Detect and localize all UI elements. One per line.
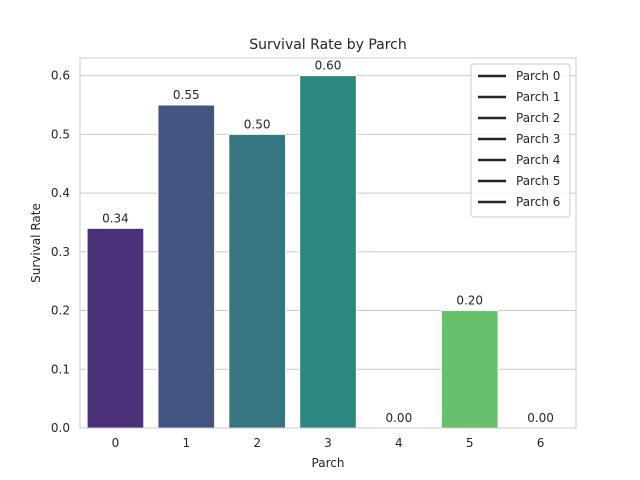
y-axis-label: Survival Rate xyxy=(29,203,43,283)
legend-entry: Parch 3 xyxy=(516,132,560,146)
bar-value-label: 0.20 xyxy=(456,294,483,308)
legend-entry: Parch 2 xyxy=(516,111,560,125)
legend-entry: Parch 4 xyxy=(516,153,560,167)
bar-labels: 0.34 0.55 0.50 0.60 0.00 0.20 0.00 xyxy=(102,59,554,425)
x-tick-label: 4 xyxy=(395,436,403,450)
y-tick-label: 0.3 xyxy=(51,245,70,259)
bar-value-label: 0.60 xyxy=(315,59,342,73)
legend-entry: Parch 0 xyxy=(516,69,560,83)
x-tick-label: 2 xyxy=(253,436,261,450)
bar-2 xyxy=(228,133,286,429)
bar-5 xyxy=(440,310,499,429)
bars xyxy=(86,75,499,429)
x-axis-label: Parch xyxy=(312,456,345,470)
y-tick-label: 0.6 xyxy=(51,69,70,83)
x-tick-labels: 0 1 2 3 4 5 6 xyxy=(112,436,545,450)
plot-frame xyxy=(79,57,577,429)
bar-value-label: 0.00 xyxy=(527,411,554,425)
y-tick-label: 0.1 xyxy=(51,362,70,376)
bar-value-label: 0.00 xyxy=(385,411,412,425)
x-tick-label: 0 xyxy=(112,436,120,450)
legend: Parch 0 Parch 1 Parch 2 Parch 3 Parch 4 Parch… xyxy=(470,63,571,218)
bar-1 xyxy=(157,104,216,429)
x-tick-label: 5 xyxy=(466,436,474,450)
chart-title: Survival Rate by Parch xyxy=(249,37,406,53)
y-tick-label: 0.2 xyxy=(51,304,70,318)
y-tick-label: 0.0 xyxy=(51,421,70,435)
bar-3 xyxy=(299,75,357,429)
y-tick-labels: 0.0 0.1 0.2 0.3 0.4 0.5 0.6 xyxy=(51,69,70,435)
bar-value-label: 0.50 xyxy=(244,117,271,131)
legend-entry: Parch 6 xyxy=(516,195,560,209)
x-tick-label: 6 xyxy=(537,436,545,450)
bar-value-label: 0.34 xyxy=(102,211,129,225)
x-tick-label: 1 xyxy=(182,436,190,450)
y-tick-label: 0.4 xyxy=(51,186,70,200)
bar-value-label: 0.55 xyxy=(173,88,200,102)
y-tick-label: 0.5 xyxy=(51,127,70,141)
bar-0 xyxy=(86,227,145,429)
legend-entry: Parch 5 xyxy=(516,174,560,188)
legend-box xyxy=(470,63,571,218)
x-tick-label: 3 xyxy=(324,436,332,450)
legend-entry: Parch 1 xyxy=(516,90,560,104)
